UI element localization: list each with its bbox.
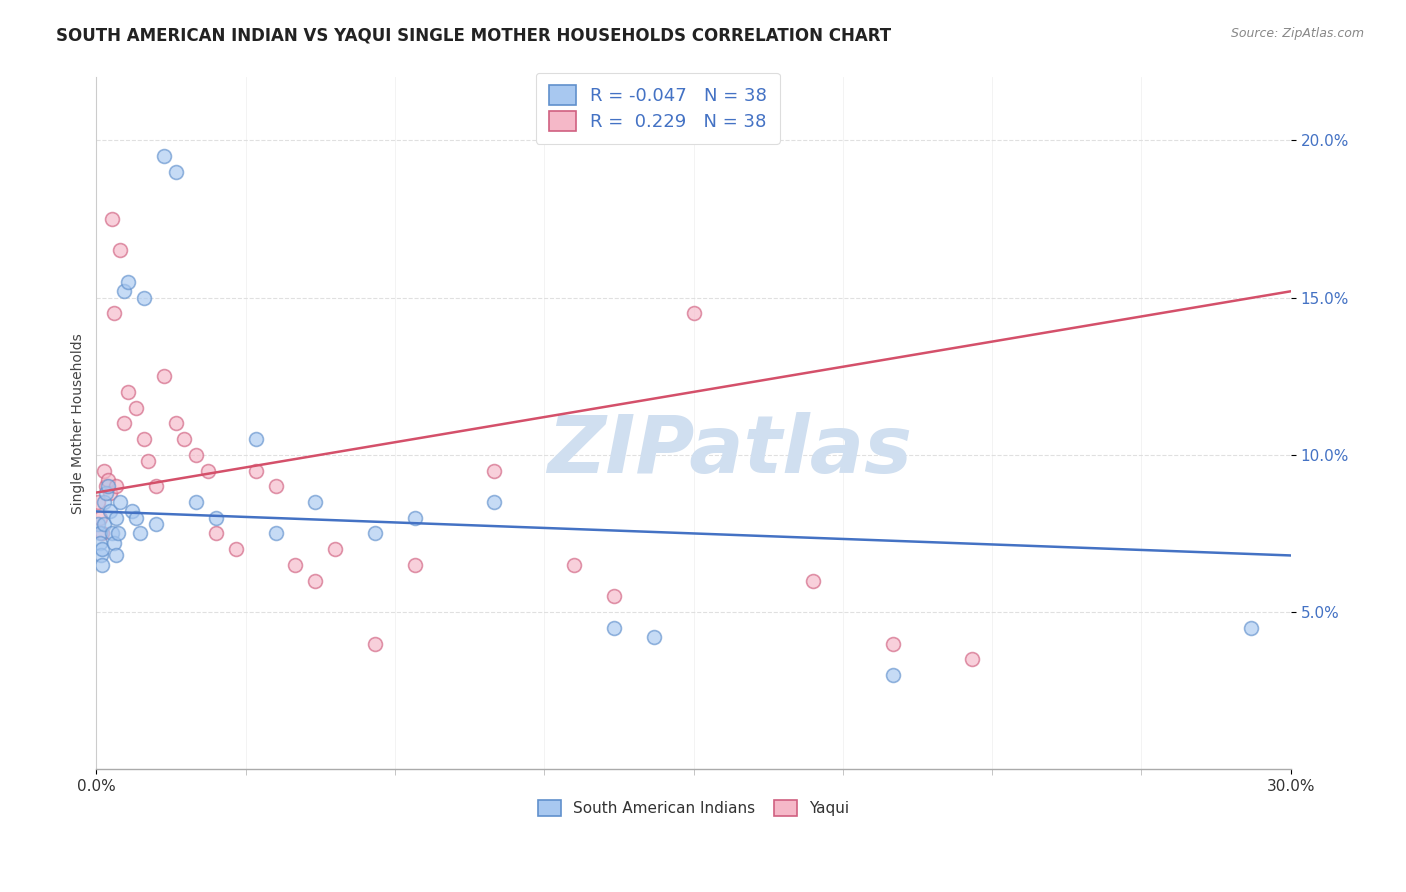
Point <box>134 432 156 446</box>
Point <box>153 149 176 163</box>
Point <box>93 495 115 509</box>
Point <box>98 485 121 500</box>
Point <box>204 526 226 541</box>
Point <box>134 291 156 305</box>
Point <box>110 495 132 509</box>
Point <box>364 526 387 541</box>
Point <box>97 473 120 487</box>
Point <box>96 485 118 500</box>
Point <box>643 630 665 644</box>
Point <box>484 464 506 478</box>
Point <box>105 510 128 524</box>
Point <box>112 417 135 431</box>
Point <box>103 306 125 320</box>
Point <box>112 285 135 299</box>
Point <box>184 495 207 509</box>
Point <box>173 432 195 446</box>
Point <box>245 432 267 446</box>
Point <box>125 401 148 415</box>
Point <box>136 454 159 468</box>
Point <box>1240 621 1263 635</box>
Point <box>145 479 167 493</box>
Point <box>603 590 626 604</box>
Point <box>121 504 143 518</box>
Point <box>89 526 111 541</box>
Point <box>404 510 426 524</box>
Point <box>960 652 983 666</box>
Text: SOUTH AMERICAN INDIAN VS YAQUI SINGLE MOTHER HOUSEHOLDS CORRELATION CHART: SOUTH AMERICAN INDIAN VS YAQUI SINGLE MO… <box>56 27 891 45</box>
Point <box>323 542 346 557</box>
Point <box>484 495 506 509</box>
Point <box>87 495 110 509</box>
Point <box>184 448 207 462</box>
Point <box>103 536 125 550</box>
Point <box>165 165 187 179</box>
Point <box>96 479 118 493</box>
Point <box>165 417 187 431</box>
Point <box>101 211 124 226</box>
Legend: South American Indians, Yaqui: South American Indians, Yaqui <box>530 793 856 824</box>
Point <box>89 510 111 524</box>
Point <box>90 549 112 563</box>
Y-axis label: Single Mother Households: Single Mother Households <box>72 333 86 514</box>
Point <box>91 526 114 541</box>
Point <box>91 542 114 557</box>
Point <box>404 558 426 572</box>
Point <box>562 558 585 572</box>
Point <box>204 510 226 524</box>
Point <box>264 526 287 541</box>
Point <box>93 464 115 478</box>
Point <box>105 479 128 493</box>
Point <box>125 510 148 524</box>
Point <box>603 621 626 635</box>
Point <box>284 558 307 572</box>
Point <box>105 549 128 563</box>
Text: Source: ZipAtlas.com: Source: ZipAtlas.com <box>1230 27 1364 40</box>
Point <box>304 495 326 509</box>
Point <box>93 516 115 531</box>
Point <box>97 479 120 493</box>
Point <box>304 574 326 588</box>
Point <box>197 464 219 478</box>
Point <box>117 275 139 289</box>
Point <box>89 536 111 550</box>
Text: ZIPatlas: ZIPatlas <box>547 412 912 490</box>
Point <box>145 516 167 531</box>
Point <box>153 369 176 384</box>
Point <box>101 526 124 541</box>
Point <box>107 526 129 541</box>
Point <box>91 558 114 572</box>
Point <box>117 384 139 399</box>
Point <box>87 516 110 531</box>
Point <box>110 244 132 258</box>
Point <box>882 668 904 682</box>
Point <box>882 636 904 650</box>
Point <box>98 504 121 518</box>
Point <box>364 636 387 650</box>
Point <box>245 464 267 478</box>
Point <box>129 526 152 541</box>
Point <box>801 574 824 588</box>
Point <box>264 479 287 493</box>
Point <box>682 306 704 320</box>
Point <box>225 542 247 557</box>
